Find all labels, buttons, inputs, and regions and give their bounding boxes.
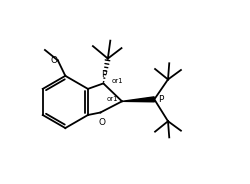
- Text: O: O: [98, 118, 105, 127]
- Text: P: P: [101, 70, 106, 79]
- Text: or1: or1: [106, 96, 118, 102]
- Polygon shape: [122, 97, 154, 102]
- Text: O: O: [51, 56, 58, 65]
- Text: P: P: [158, 95, 164, 104]
- Text: or1: or1: [112, 78, 124, 84]
